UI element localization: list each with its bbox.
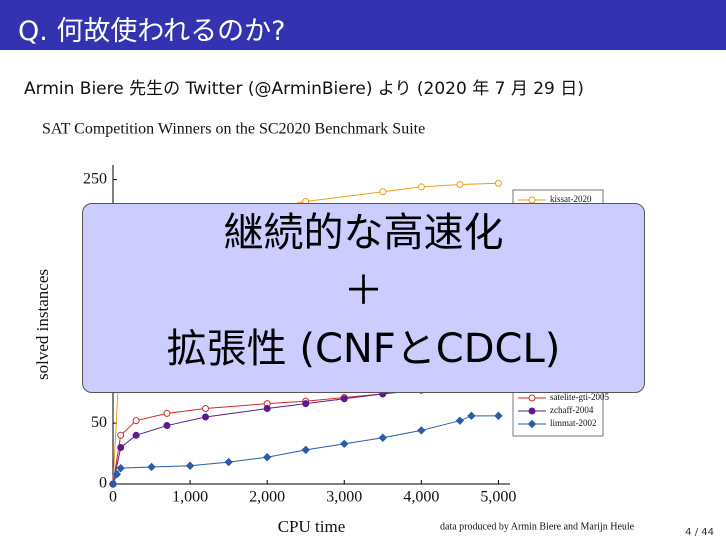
x-tick-label: 3,000	[326, 489, 362, 506]
series-line	[112, 380, 499, 485]
data-point	[163, 422, 171, 430]
data-point	[456, 180, 464, 188]
data-point	[263, 405, 271, 413]
y-tick-label: 250	[83, 170, 107, 187]
data-point	[455, 416, 465, 425]
data-point	[132, 431, 140, 439]
x-tick-label: 4,000	[403, 489, 439, 506]
data-point	[379, 188, 387, 196]
data-point	[301, 445, 310, 455]
overlay-line: ＋	[343, 268, 384, 314]
data-point	[302, 400, 310, 408]
data-point	[340, 395, 348, 403]
subtitle: Armin Biere 先生の Twitter (@ArminBiere) より…	[24, 79, 584, 99]
data-point	[132, 417, 140, 425]
data-point	[112, 470, 122, 479]
y-tick-label: 0	[99, 475, 107, 492]
y-axis-label: solved instances	[33, 269, 52, 380]
data-point	[116, 463, 125, 473]
data-point	[163, 409, 171, 417]
series-line	[112, 415, 499, 485]
data-point	[494, 179, 502, 187]
x-tick-label: 1,000	[172, 489, 208, 506]
data-point	[340, 439, 349, 449]
overlay-line: 拡張性 (CNFとCDCL)	[166, 326, 561, 372]
y-tick-label: 50	[91, 414, 107, 431]
credit: data produced by Armin Biere and Marijn …	[440, 521, 635, 532]
data-point	[117, 443, 125, 451]
data-point	[494, 411, 503, 421]
x-tick-label: 0	[109, 489, 117, 506]
x-tick-label: 2,000	[249, 489, 285, 506]
page-number: 4 / 44	[685, 527, 714, 538]
data-point	[417, 426, 426, 435]
data-point	[262, 453, 272, 462]
legend-label: zchaff-2004	[550, 405, 594, 415]
title-bar: Q. 何故使われるのか?	[0, 0, 726, 50]
data-point	[117, 431, 125, 439]
x-tick-label: 5,000	[480, 489, 516, 506]
x-axis-label: CPU time	[278, 517, 346, 536]
data-point	[202, 413, 210, 421]
legend-label: satelite-gti-2005	[550, 392, 609, 402]
data-point	[202, 405, 210, 413]
slide-title: Q. 何故使われるのか?	[18, 16, 286, 47]
overlay-line: 継続的な高速化	[223, 210, 504, 256]
legend-label: kissat-2020	[550, 194, 592, 204]
data-point	[417, 183, 425, 191]
legend-label: limmat-2002	[550, 418, 597, 428]
data-point	[378, 433, 388, 442]
legend-marker	[528, 407, 536, 415]
data-point	[467, 411, 476, 421]
data-point	[147, 462, 156, 472]
data-point	[224, 457, 233, 467]
legend-marker	[527, 419, 537, 429]
overlay-box: 継続的な高速化 ＋ 拡張性 (CNFとCDCL)	[82, 203, 645, 393]
legend-marker	[528, 394, 536, 402]
chart-title: SAT Competition Winners on the SC2020 Be…	[42, 121, 425, 138]
data-point	[108, 479, 118, 489]
data-point	[185, 461, 195, 470]
